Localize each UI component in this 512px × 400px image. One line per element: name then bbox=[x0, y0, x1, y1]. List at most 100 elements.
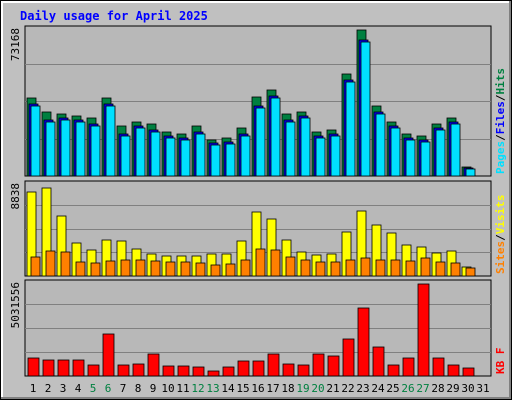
bar-kb-f-5 bbox=[87, 364, 100, 377]
bar-sites-24 bbox=[375, 259, 386, 277]
bar-sites-14 bbox=[225, 263, 236, 277]
bar-kb-f-9 bbox=[147, 353, 160, 377]
bar-pages-18 bbox=[285, 121, 296, 177]
legend-entry: Pages bbox=[494, 141, 507, 174]
panel-top: 73168 Pages/Files/Hits bbox=[9, 25, 507, 177]
bar-kb-f-4 bbox=[72, 359, 85, 377]
bar-sites-13 bbox=[210, 264, 221, 277]
bar-pages-12 bbox=[195, 133, 206, 177]
x-tick-label-23: 23 bbox=[356, 382, 369, 395]
x-tick-label-18: 18 bbox=[281, 382, 294, 395]
legend-entry: / bbox=[494, 234, 507, 241]
bar-sites-30 bbox=[465, 267, 476, 277]
bar-kb-f-29 bbox=[447, 364, 460, 377]
bar-pages-29 bbox=[450, 123, 461, 177]
bar-kb-f-6 bbox=[102, 333, 115, 377]
bar-pages-30 bbox=[465, 168, 476, 177]
bar-kb-f-17 bbox=[267, 353, 280, 377]
x-tick-label-19: 19 bbox=[296, 382, 309, 395]
bar-sites-26 bbox=[405, 260, 416, 277]
bar-sites-18 bbox=[285, 256, 296, 277]
bar-sites-15 bbox=[240, 259, 251, 277]
x-tick-label-24: 24 bbox=[371, 382, 385, 395]
bar-kb-f-24 bbox=[372, 346, 385, 377]
x-tick-label-2: 2 bbox=[45, 382, 52, 395]
bar-kb-f-20 bbox=[312, 353, 325, 377]
bar-pages-10 bbox=[165, 137, 176, 177]
bar-pages-19 bbox=[300, 117, 311, 177]
chart-title: Daily usage for April 2025 bbox=[20, 9, 208, 23]
x-tick-label-14: 14 bbox=[221, 382, 235, 395]
panel-top-max-label: 73168 bbox=[9, 28, 22, 61]
panel-middle-legend: Sites/Visits bbox=[494, 195, 507, 275]
x-tick-label-9: 9 bbox=[150, 382, 157, 395]
bar-sites-11 bbox=[180, 261, 191, 277]
x-tick-label-6: 6 bbox=[105, 382, 112, 395]
x-tick-label-10: 10 bbox=[161, 382, 174, 395]
x-tick-label-22: 22 bbox=[341, 382, 354, 395]
bar-sites-1 bbox=[30, 256, 41, 277]
bar-kb-f-7 bbox=[117, 364, 130, 377]
bar-pages-16 bbox=[255, 107, 266, 177]
bar-sites-3 bbox=[60, 251, 71, 277]
bar-sites-12 bbox=[195, 262, 206, 277]
bar-kb-f-16 bbox=[252, 360, 265, 377]
x-tick-label-5: 5 bbox=[90, 382, 97, 395]
panel-middle-max-label: 8838 bbox=[9, 183, 22, 210]
x-tick-label-25: 25 bbox=[386, 382, 399, 395]
x-tick-label-29: 29 bbox=[446, 382, 459, 395]
panel-bottom-max-label: 5031556 bbox=[9, 282, 22, 328]
bar-pages-15 bbox=[240, 135, 251, 177]
bar-kb-f-2 bbox=[42, 359, 55, 377]
bar-pages-1 bbox=[30, 105, 41, 177]
bar-sites-16 bbox=[255, 248, 266, 277]
panel-middle: 8838 Sites/Visits bbox=[9, 180, 507, 277]
x-tick-label-31: 31 bbox=[476, 382, 489, 395]
x-tick-label-4: 4 bbox=[75, 382, 82, 395]
bar-pages-8 bbox=[135, 127, 146, 177]
legend-entry: KB F bbox=[494, 348, 507, 375]
bar-pages-4 bbox=[75, 121, 86, 177]
bar-kb-f-15 bbox=[237, 360, 250, 377]
x-tick-label-17: 17 bbox=[266, 382, 279, 395]
bar-kb-f-22 bbox=[342, 338, 355, 377]
bar-kb-f-18 bbox=[282, 363, 295, 377]
bar-kb-f-27 bbox=[417, 283, 430, 377]
bar-pages-26 bbox=[405, 139, 416, 177]
bar-kb-f-14 bbox=[222, 366, 235, 377]
bar-pages-3 bbox=[60, 119, 71, 177]
bar-pages-23 bbox=[360, 41, 371, 177]
panel-bottom: 5031556 KB F bbox=[9, 279, 507, 377]
bar-kb-f-11 bbox=[177, 365, 190, 377]
x-tick-label-3: 3 bbox=[60, 382, 67, 395]
bar-pages-28 bbox=[435, 129, 446, 177]
bar-sites-29 bbox=[450, 262, 461, 277]
legend-entry: Visits bbox=[494, 195, 507, 235]
legend-entry: Hits bbox=[494, 68, 507, 95]
panel-top-legend: Pages/Files/Hits bbox=[494, 68, 507, 174]
bar-pages-24 bbox=[375, 113, 386, 177]
x-tick-label-11: 11 bbox=[176, 382, 189, 395]
bar-pages-13 bbox=[210, 144, 221, 177]
x-tick-label-1: 1 bbox=[30, 382, 37, 395]
bar-pages-21 bbox=[330, 135, 341, 177]
bar-pages-6 bbox=[105, 105, 116, 177]
x-tick-label-7: 7 bbox=[120, 382, 127, 395]
bar-sites-8 bbox=[135, 259, 146, 277]
bar-kb-f-1 bbox=[27, 357, 40, 377]
bar-sites-4 bbox=[75, 261, 86, 277]
bar-pages-2 bbox=[45, 121, 56, 177]
bar-kb-f-3 bbox=[57, 359, 70, 377]
bar-kb-f-13 bbox=[207, 370, 220, 377]
bar-kb-f-10 bbox=[162, 365, 175, 377]
bar-sites-23 bbox=[360, 257, 371, 277]
bar-sites-9 bbox=[150, 260, 161, 277]
x-tick-label-13: 13 bbox=[206, 382, 219, 395]
x-tick-label-30: 30 bbox=[461, 382, 474, 395]
x-tick-label-16: 16 bbox=[251, 382, 264, 395]
bar-kb-f-30 bbox=[462, 367, 475, 377]
bar-pages-14 bbox=[225, 143, 236, 177]
bar-pages-5 bbox=[90, 125, 101, 177]
bar-sites-5 bbox=[90, 262, 101, 277]
